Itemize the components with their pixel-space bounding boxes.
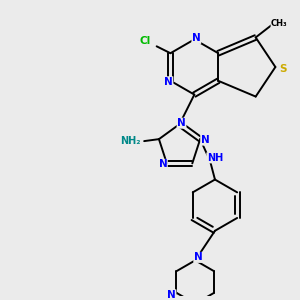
Text: N: N [192, 33, 201, 43]
Text: N: N [177, 118, 186, 128]
Text: N: N [167, 290, 176, 300]
Text: N: N [164, 77, 173, 87]
Text: N: N [158, 159, 167, 170]
Text: N: N [201, 135, 209, 145]
Text: S: S [280, 64, 287, 74]
Text: N: N [194, 252, 203, 262]
Text: NH₂: NH₂ [120, 136, 141, 146]
Text: CH₃: CH₃ [271, 19, 288, 28]
Text: NH: NH [207, 153, 223, 163]
Text: Cl: Cl [139, 36, 151, 46]
